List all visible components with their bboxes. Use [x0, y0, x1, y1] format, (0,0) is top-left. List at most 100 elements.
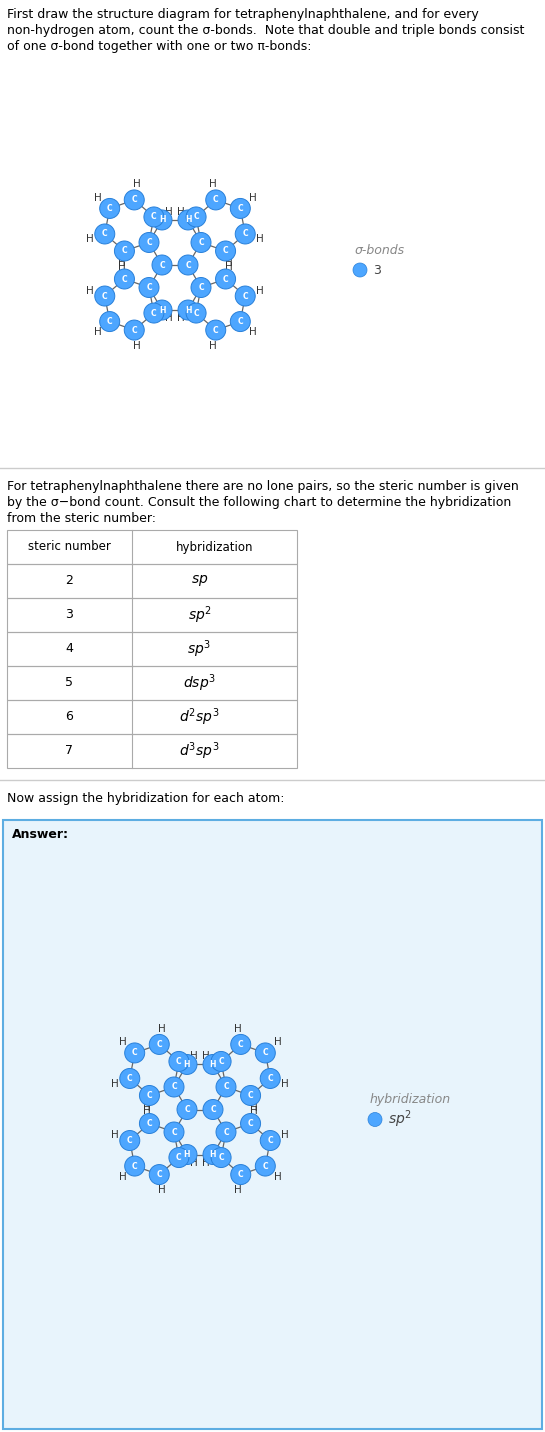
Text: C: C — [132, 1048, 137, 1057]
Text: H: H — [134, 341, 141, 351]
Text: H: H — [119, 1037, 126, 1047]
Text: H: H — [165, 206, 173, 216]
Circle shape — [100, 312, 120, 332]
Text: C: C — [122, 275, 127, 284]
Text: C: C — [127, 1074, 132, 1083]
Text: H: H — [234, 1024, 241, 1034]
Text: C: C — [151, 308, 157, 318]
Circle shape — [169, 1051, 189, 1071]
Text: H: H — [274, 1037, 281, 1047]
Text: H: H — [274, 1171, 281, 1181]
Text: H: H — [257, 235, 264, 245]
Text: H: H — [184, 1150, 190, 1158]
Text: C: C — [198, 284, 204, 292]
Bar — [7, 632, 297, 666]
Circle shape — [211, 1051, 231, 1071]
Text: C: C — [122, 246, 127, 255]
Text: H: H — [210, 1060, 216, 1068]
Text: C: C — [193, 308, 199, 318]
Text: $sp$: $sp$ — [191, 573, 208, 589]
Text: H: H — [249, 193, 256, 203]
Circle shape — [125, 1156, 144, 1176]
Text: $sp^{2}$: $sp^{2}$ — [388, 1108, 412, 1130]
Text: of one σ-bond together with one or two π-bonds:: of one σ-bond together with one or two π… — [7, 40, 312, 53]
Text: C: C — [171, 1127, 177, 1137]
Text: H: H — [118, 262, 125, 272]
Circle shape — [177, 1100, 197, 1120]
Text: H: H — [159, 1024, 166, 1034]
Text: C: C — [223, 275, 228, 284]
Text: H: H — [177, 206, 185, 216]
Text: H: H — [94, 193, 101, 203]
Text: C: C — [107, 316, 112, 326]
Text: by the σ−bond count. Consult the following chart to determine the hybridization: by the σ−bond count. Consult the followi… — [7, 495, 511, 508]
Text: H: H — [119, 1171, 126, 1181]
Text: C: C — [176, 1057, 181, 1065]
Text: H: H — [209, 179, 216, 189]
Text: C: C — [268, 1074, 273, 1083]
Text: H: H — [234, 1186, 241, 1196]
Text: C: C — [238, 203, 243, 213]
Circle shape — [95, 223, 115, 243]
Circle shape — [125, 1042, 144, 1063]
Text: Now assign the hybridization for each atom:: Now assign the hybridization for each at… — [7, 792, 284, 805]
Text: H: H — [202, 1051, 210, 1061]
Text: H: H — [257, 286, 264, 296]
Circle shape — [144, 208, 164, 226]
Circle shape — [140, 1085, 160, 1106]
Text: C: C — [219, 1057, 224, 1065]
Bar — [7, 700, 297, 735]
Circle shape — [186, 304, 206, 324]
Text: Answer:: Answer: — [12, 828, 69, 841]
Circle shape — [152, 211, 172, 231]
Text: C: C — [185, 261, 191, 269]
Text: H: H — [250, 1103, 257, 1113]
Circle shape — [235, 223, 255, 243]
Circle shape — [211, 1147, 231, 1167]
Circle shape — [203, 1100, 223, 1120]
Circle shape — [231, 1034, 251, 1054]
Text: C: C — [132, 1161, 137, 1170]
Text: C: C — [131, 195, 137, 205]
Text: C: C — [238, 1170, 244, 1179]
Text: C: C — [198, 238, 204, 246]
Circle shape — [191, 278, 211, 298]
Text: C: C — [263, 1048, 268, 1057]
Text: from the steric number:: from the steric number: — [7, 513, 156, 526]
Circle shape — [186, 208, 206, 226]
Text: H: H — [94, 326, 101, 337]
Bar — [7, 666, 297, 700]
Circle shape — [95, 286, 115, 306]
Circle shape — [140, 1114, 160, 1134]
Circle shape — [124, 321, 144, 339]
Circle shape — [231, 1164, 251, 1184]
Text: C: C — [107, 203, 112, 213]
Circle shape — [139, 232, 159, 252]
Bar — [7, 599, 297, 632]
Circle shape — [164, 1077, 184, 1097]
Circle shape — [191, 232, 211, 252]
Text: 7: 7 — [65, 745, 74, 758]
Circle shape — [164, 1123, 184, 1141]
Text: H: H — [210, 1150, 216, 1158]
Text: H: H — [225, 262, 233, 272]
Circle shape — [139, 278, 159, 298]
Bar — [7, 530, 297, 564]
Circle shape — [178, 255, 198, 275]
Text: H: H — [159, 305, 165, 315]
Text: C: C — [171, 1083, 177, 1091]
Text: C: C — [238, 1040, 244, 1048]
Text: First draw the structure diagram for tetraphenylnaphthalene, and for every: First draw the structure diagram for tet… — [7, 9, 479, 21]
Text: For tetraphenylnaphthalene there are no lone pairs, so the steric number is give: For tetraphenylnaphthalene there are no … — [7, 480, 519, 493]
Text: 2: 2 — [65, 574, 74, 587]
Circle shape — [206, 321, 226, 339]
Circle shape — [235, 286, 255, 306]
Text: steric number: steric number — [28, 540, 111, 554]
Text: H: H — [190, 1158, 198, 1167]
Text: H: H — [143, 1106, 150, 1116]
Circle shape — [120, 1068, 140, 1088]
Text: C: C — [184, 1106, 190, 1114]
Text: H: H — [249, 326, 256, 337]
Text: C: C — [248, 1118, 253, 1128]
Text: C: C — [219, 1153, 224, 1161]
